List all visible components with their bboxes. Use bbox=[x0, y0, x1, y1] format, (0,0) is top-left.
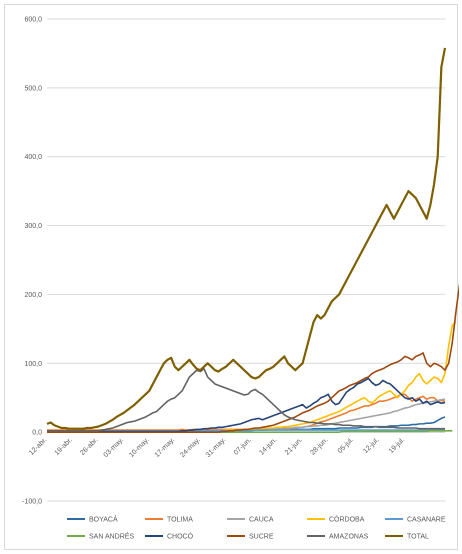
y-tick-label: 600,0 bbox=[24, 17, 42, 24]
x-tick-label: 14-jun. bbox=[258, 437, 278, 457]
legend-label: CÓRDOBA bbox=[329, 515, 365, 524]
y-tick-label: 100,0 bbox=[24, 361, 42, 368]
x-tick-label: 31-may. bbox=[205, 437, 228, 460]
legend-label: CAUCA bbox=[249, 517, 274, 524]
x-tick-label: 19-jul. bbox=[388, 437, 406, 455]
x-axis-tick-labels: 12-abr. 19-abr. 26-abr. 03-may. 10-may. 17-ma… bbox=[28, 437, 406, 460]
y-tick-label: 300,0 bbox=[24, 223, 42, 230]
series-line-total bbox=[46, 47, 447, 430]
x-tick-label: 10-may. bbox=[128, 437, 151, 460]
series-line-tolima bbox=[47, 393, 446, 431]
y-tick-label: 0,0 bbox=[32, 430, 42, 437]
legend-label: BOYACÁ bbox=[89, 515, 118, 524]
legend-label: TOLIMA bbox=[167, 517, 193, 524]
x-tick-label: 17-may. bbox=[154, 437, 177, 460]
x-tick-label: 24-may. bbox=[179, 437, 202, 460]
series-line-amazonas bbox=[47, 367, 445, 432]
legend-label: AMAZONAS bbox=[329, 534, 369, 541]
legend: BOYACÁ TOLIMA CAUCA CÓRDOBA CASANARE SAN ANDR… bbox=[67, 515, 446, 541]
x-tick-label: 28-jun. bbox=[309, 437, 329, 457]
chart-frame: -100,0 0,0 100,0 200,0 300,0 400,0 500,0 600,0 … bbox=[4, 4, 459, 550]
x-tick-label: 03-may. bbox=[103, 437, 126, 460]
x-tick-label: 26-abr. bbox=[79, 437, 99, 457]
y-tick-label: -100,0 bbox=[22, 499, 42, 506]
series-line-sucre bbox=[47, 283, 459, 433]
x-tick-label: 12-abr. bbox=[28, 437, 48, 457]
x-tick-label: 21-jun. bbox=[284, 437, 304, 457]
y-tick-label: 200,0 bbox=[24, 292, 42, 299]
legend-label: TOTAL bbox=[407, 534, 429, 541]
y-tick-label: 500,0 bbox=[24, 85, 42, 92]
legend-label: CHOCÓ bbox=[167, 532, 194, 541]
x-tick-label: 12-jul. bbox=[362, 437, 380, 455]
y-axis-tick-labels: -100,0 0,0 100,0 200,0 300,0 400,0 500,0 600,0 bbox=[22, 17, 42, 506]
x-tick-label: 07-jun. bbox=[233, 437, 253, 457]
series-lines bbox=[46, 47, 459, 433]
x-tick-label: 05-jul. bbox=[337, 437, 355, 455]
y-tick-label: 400,0 bbox=[24, 154, 42, 161]
line-chart: -100,00,0100,0200,0300,0400,0500,0600,0 … bbox=[22, 17, 459, 541]
legend-label: SAN ANDRÉS bbox=[89, 532, 134, 541]
legend-label: SUCRE bbox=[249, 534, 274, 541]
x-tick-label: 19-abr. bbox=[54, 437, 74, 457]
legend-label: CASANARE bbox=[407, 517, 446, 524]
